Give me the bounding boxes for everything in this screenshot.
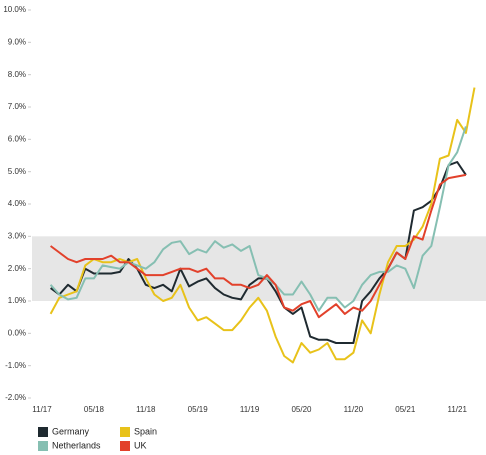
legend-swatch bbox=[120, 427, 130, 437]
legend-swatch bbox=[38, 427, 48, 437]
y-tick-label: -1.0% bbox=[5, 361, 26, 370]
legend-label: UK bbox=[134, 440, 147, 450]
legend-swatch bbox=[120, 441, 130, 451]
series-line bbox=[49, 126, 467, 312]
legend-label: Spain bbox=[134, 426, 157, 436]
x-tick-label: 05/18 bbox=[84, 405, 105, 414]
x-tick-label: 05/19 bbox=[188, 405, 209, 414]
y-tick-label: 2.0% bbox=[8, 264, 26, 273]
y-tick-label: 7.0% bbox=[8, 102, 26, 111]
y-tick-label: 4.0% bbox=[8, 199, 26, 208]
y-tick-label: 10.0% bbox=[3, 5, 26, 14]
series-line bbox=[49, 87, 476, 364]
x-tick-label: 11/18 bbox=[136, 405, 156, 414]
legend-label: Netherlands bbox=[52, 440, 101, 450]
series-line bbox=[50, 173, 467, 319]
legend-label: Germany bbox=[52, 426, 90, 436]
y-tick-label: 3.0% bbox=[8, 231, 26, 240]
x-tick-label: 11/20 bbox=[344, 405, 364, 414]
y-tick-label: 6.0% bbox=[8, 134, 26, 143]
y-tick-label: 9.0% bbox=[8, 37, 26, 46]
x-tick-label: 11/19 bbox=[240, 405, 260, 414]
x-tick-label: 05/21 bbox=[395, 405, 416, 414]
y-tick-label: 0.0% bbox=[8, 328, 26, 337]
x-tick-label: 05/20 bbox=[291, 405, 312, 414]
x-tick-label: 11/17 bbox=[32, 405, 52, 414]
y-tick-label: 5.0% bbox=[8, 167, 26, 176]
y-tick-label: 8.0% bbox=[8, 70, 26, 79]
x-tick-label: 11/21 bbox=[447, 405, 467, 414]
legend-swatch bbox=[38, 441, 48, 451]
y-tick-label: 1.0% bbox=[8, 296, 26, 305]
y-tick-label: -2.0% bbox=[5, 393, 26, 402]
